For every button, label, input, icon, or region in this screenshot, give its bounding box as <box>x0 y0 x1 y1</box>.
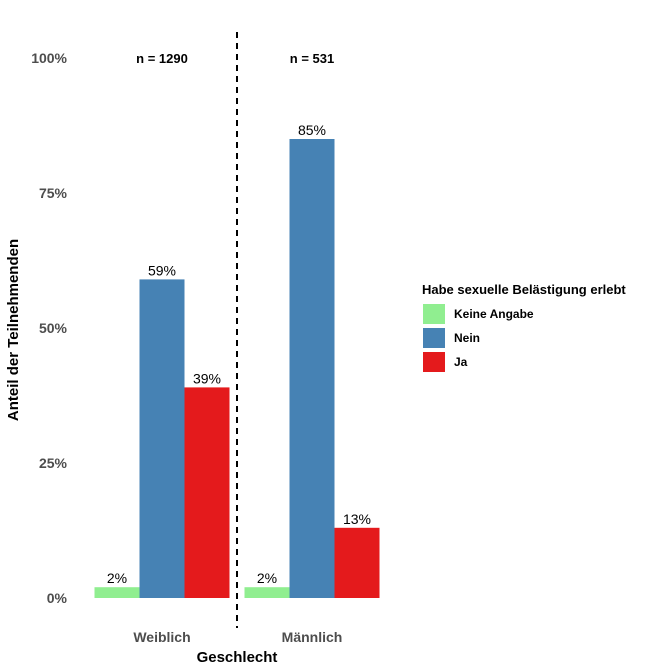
y-axis-ticks: 0% 25% 50% 75% 100% <box>31 50 67 606</box>
bar-keine-angabe-weiblich <box>94 587 140 598</box>
legend-label: Ja <box>454 355 468 369</box>
x-axis-ticks: Weiblich Männlich <box>133 629 342 645</box>
bar-nein-männlich <box>289 139 335 598</box>
bars <box>94 139 380 598</box>
y-tick-label: 75% <box>39 185 68 201</box>
x-tick-label: Weiblich <box>133 629 190 645</box>
x-axis-title: Geschlecht <box>197 649 278 666</box>
bar-keine-angabe-männlich <box>244 587 290 598</box>
data-label: 59% <box>148 262 176 278</box>
data-label: 13% <box>343 511 371 527</box>
data-label: 2% <box>107 570 127 586</box>
y-tick-label: 25% <box>39 455 68 471</box>
y-tick-label: 50% <box>39 320 68 336</box>
bar-nein-weiblich <box>139 279 185 598</box>
legend-swatch <box>423 328 445 348</box>
x-tick-label: Männlich <box>282 629 343 645</box>
data-label: 85% <box>298 122 326 138</box>
legend-title: Habe sexuelle Belästigung erlebt <box>422 282 626 297</box>
sample-size-annotation: n = 531 <box>290 51 334 66</box>
sample-size-annotation: n = 1290 <box>136 51 188 66</box>
data-label: 2% <box>257 570 277 586</box>
data-label: 39% <box>193 370 221 386</box>
y-tick-label: 100% <box>31 50 67 66</box>
y-tick-label: 0% <box>47 590 68 606</box>
y-axis-title: Anteil der Teilnehmenden <box>5 239 22 421</box>
legend-swatch <box>423 304 445 324</box>
bar-ja-weiblich <box>184 387 230 598</box>
bar-ja-männlich <box>334 527 380 598</box>
data-labels: 2% 2% 59% 85% 39% 13% <box>107 122 371 586</box>
legend-label: Keine Angabe <box>454 307 534 321</box>
legend-label: Nein <box>454 331 480 345</box>
legend-swatch <box>423 352 445 372</box>
annotations: n = 1290 n = 531 <box>136 51 334 66</box>
legend: Habe sexuelle Belästigung erlebt Keine A… <box>422 282 626 372</box>
